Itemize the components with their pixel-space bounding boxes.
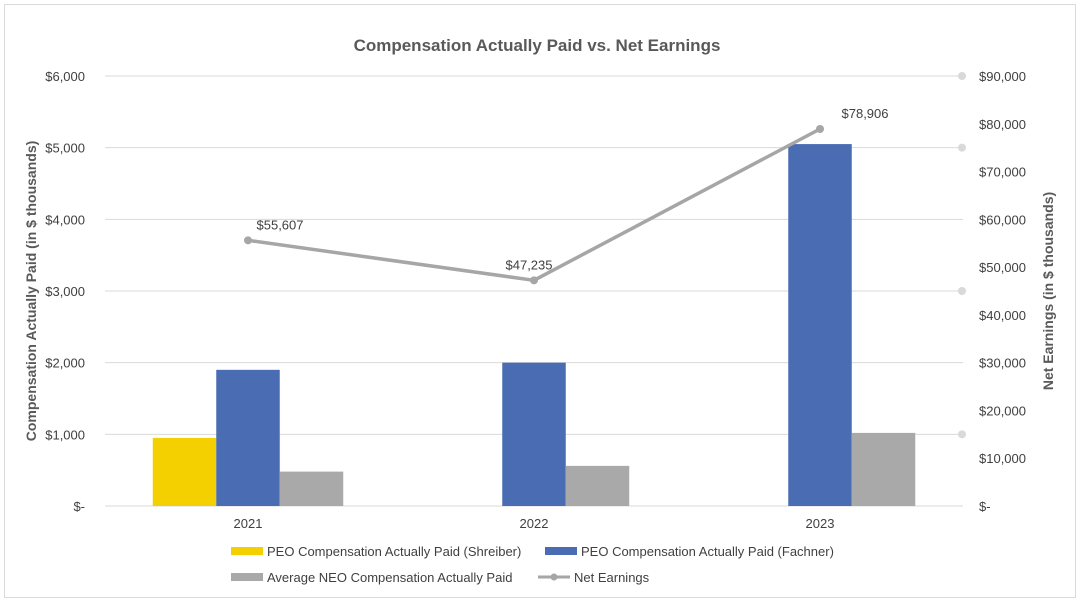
data-label: $78,906: [842, 106, 889, 121]
y-tick-label: $-: [73, 499, 85, 514]
bar: [502, 362, 566, 506]
y2-tick-label: $40,000: [979, 308, 1026, 323]
y2-tick-label: $30,000: [979, 356, 1026, 371]
right-axis-markers: [958, 72, 966, 439]
y-tick-label: $3,000: [45, 284, 85, 299]
chart: Compensation Actually Paid vs. Net Earni…: [23, 36, 1056, 585]
x-tick-label: 2023: [806, 516, 835, 531]
net-earnings-point: [816, 125, 824, 134]
chart-title: Compensation Actually Paid vs. Net Earni…: [354, 36, 721, 55]
y-tick-label: $5,000: [45, 141, 85, 156]
y-tick-label: $2,000: [45, 356, 85, 371]
legend-label: PEO Compensation Actually Paid (Fachner): [581, 544, 834, 559]
y2-marker: [958, 430, 966, 439]
y2-tick-label: $70,000: [979, 165, 1026, 180]
data-label: $55,607: [257, 217, 304, 232]
y-tick-label: $4,000: [45, 212, 85, 227]
y2-marker: [958, 143, 966, 152]
bar: [851, 432, 916, 506]
y2-tick-label: $-: [979, 499, 991, 514]
legend-item: PEO Compensation Actually Paid (Fachner): [545, 544, 834, 559]
net-earnings-point: [530, 276, 538, 285]
x-tick-label: 2022: [520, 516, 549, 531]
y2-tick-label: $90,000: [979, 69, 1026, 84]
bar: [279, 471, 344, 506]
y2-tick-label: $50,000: [979, 260, 1026, 275]
y2-tick-label: $20,000: [979, 403, 1026, 418]
legend-label: Net Earnings: [574, 570, 650, 585]
y-tick-label: $1,000: [45, 427, 85, 442]
data-label: $47,235: [506, 257, 553, 272]
x-tick-label: 2021: [234, 516, 263, 531]
net-earnings-point: [244, 236, 252, 245]
chart-frame: Compensation Actually Paid vs. Net Earni…: [4, 4, 1076, 598]
axis-ticks: $- $1,000 $2,000 $3,000 $4,000 $5,000 $6,000 $-…: [45, 69, 1026, 531]
legend-swatch: [545, 547, 577, 555]
legend-label: Average NEO Compensation Actually Paid: [267, 570, 512, 585]
y2-tick-label: $60,000: [979, 212, 1026, 227]
y2-tick-label: $80,000: [979, 117, 1026, 132]
legend-label: PEO Compensation Actually Paid (Shreiber…: [267, 544, 521, 559]
bar: [565, 465, 630, 506]
y2-tick-label: $10,000: [979, 451, 1026, 466]
legend: PEO Compensation Actually Paid (Shreiber…: [231, 544, 834, 585]
y-axis-title: Compensation Actually Paid (in $ thousan…: [23, 141, 39, 442]
bar: [216, 369, 280, 506]
bar: [152, 437, 217, 506]
y2-axis-title: Net Earnings (in $ thousands): [1040, 192, 1056, 390]
legend-item: PEO Compensation Actually Paid (Shreiber…: [231, 544, 521, 559]
legend-swatch: [231, 547, 263, 555]
legend-marker: [550, 573, 558, 581]
net-earnings-line: $55,607 $47,235 $78,906: [244, 106, 889, 285]
bar: [788, 144, 852, 507]
bar-series: [152, 144, 916, 507]
legend-item: Average NEO Compensation Actually Paid: [231, 570, 512, 585]
y2-marker: [958, 72, 966, 80]
legend-item: Net Earnings: [538, 570, 650, 585]
y-tick-label: $6,000: [45, 69, 85, 84]
y2-marker: [958, 287, 966, 295]
legend-swatch: [231, 573, 263, 581]
